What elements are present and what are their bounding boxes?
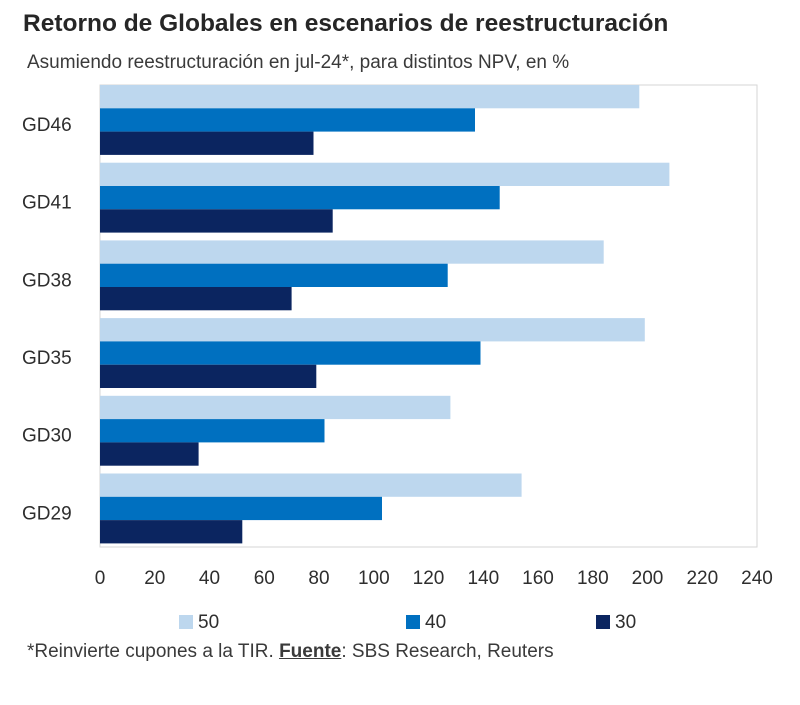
bar-gd41-npv30 xyxy=(100,209,333,233)
bar-gd29-npv40 xyxy=(100,496,382,521)
bar-gd41-npv50 xyxy=(100,162,670,186)
bar-gd46-npv50 xyxy=(100,85,640,109)
bar-gd29-npv50 xyxy=(100,473,522,497)
x-tick-120: 120 xyxy=(413,568,445,589)
x-tick-60: 60 xyxy=(254,568,275,589)
category-label-gd38: GD38 xyxy=(22,270,72,291)
bar-gd35-npv30 xyxy=(100,364,317,388)
bar-gd46-npv30 xyxy=(100,131,314,155)
legend-swatch-40 xyxy=(406,615,420,629)
bar-gd38-npv30 xyxy=(100,287,292,311)
bar-gd46-npv40 xyxy=(100,108,475,132)
footnote-note: *Reinvierte cupones a la TIR. xyxy=(27,641,280,662)
x-tick-220: 220 xyxy=(686,568,718,589)
category-label-gd35: GD35 xyxy=(22,348,72,369)
x-tick-40: 40 xyxy=(199,568,220,589)
category-label-gd30: GD30 xyxy=(22,426,72,447)
legend-swatch-50 xyxy=(179,615,193,629)
x-tick-80: 80 xyxy=(308,568,329,589)
x-axis-tick-labels: 0 20 40 60 80 100 120 140 160 180 200 220 240 xyxy=(95,568,773,589)
footnote: *Reinvierte cupones a la TIR. Fuente: SB… xyxy=(27,641,554,663)
legend-label-30: 30 xyxy=(615,612,636,633)
x-tick-160: 160 xyxy=(522,568,554,589)
x-tick-180: 180 xyxy=(577,568,609,589)
x-tick-140: 140 xyxy=(467,568,499,589)
legend: 50 40 30 xyxy=(179,612,636,633)
category-label-gd29: GD29 xyxy=(22,503,72,524)
bar-gd30-npv30 xyxy=(100,442,199,466)
x-tick-200: 200 xyxy=(632,568,664,589)
bars-layer xyxy=(100,85,670,544)
legend-swatch-30 xyxy=(596,615,610,629)
chart-subtitle: Asumiendo reestructuración en jul-24*, p… xyxy=(27,52,570,73)
chart-title: Retorno de Globales en escenarios de ree… xyxy=(23,10,669,37)
x-tick-240: 240 xyxy=(741,568,773,589)
bar-gd35-npv50 xyxy=(100,318,645,342)
x-tick-100: 100 xyxy=(358,568,390,589)
footnote-source-label: Fuente xyxy=(279,641,342,662)
x-tick-20: 20 xyxy=(144,568,165,589)
bar-gd29-npv30 xyxy=(100,520,243,544)
x-tick-0: 0 xyxy=(95,568,106,589)
bar-gd38-npv40 xyxy=(100,263,448,287)
legend-label-40: 40 xyxy=(425,612,446,633)
category-label-gd41: GD41 xyxy=(22,193,72,214)
category-labels: GD46 GD41 GD38 GD35 GD30 GD29 xyxy=(22,115,72,525)
bar-gd41-npv40 xyxy=(100,186,500,210)
legend-label-50: 50 xyxy=(198,612,219,633)
footnote-source-text: : SBS Research, Reuters xyxy=(341,641,554,662)
bar-gd38-npv50 xyxy=(100,240,604,264)
category-label-gd46: GD46 xyxy=(22,115,72,136)
bar-gd30-npv40 xyxy=(100,419,325,443)
bar-gd35-npv40 xyxy=(100,341,481,365)
bar-gd30-npv50 xyxy=(100,395,451,420)
